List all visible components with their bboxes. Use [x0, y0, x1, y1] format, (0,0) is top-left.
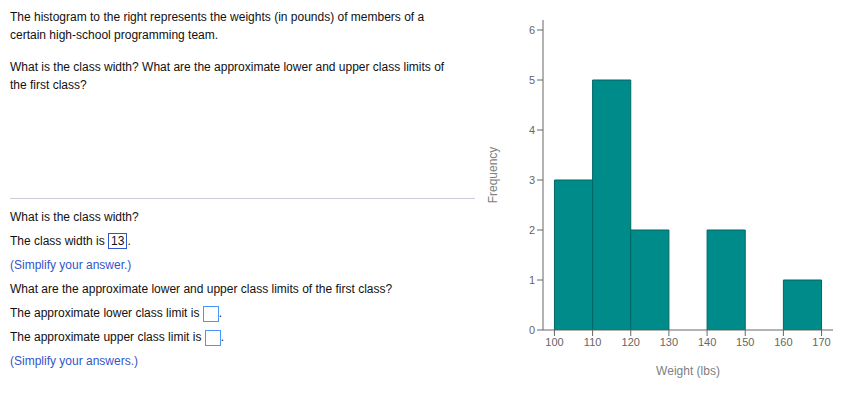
svg-text:1: 1 — [529, 274, 535, 286]
svg-text:140: 140 — [698, 336, 716, 348]
svg-text:Frequency: Frequency — [486, 147, 500, 204]
svg-text:3: 3 — [529, 174, 535, 186]
html-text:The approximate lower class li: The approximate lower class limit is — [10, 306, 203, 320]
svg-text:150: 150 — [736, 336, 754, 348]
svg-text:2: 2 — [529, 224, 535, 236]
svg-text:170: 170 — [812, 336, 830, 348]
svg-text:5: 5 — [529, 74, 535, 86]
svg-text:160: 160 — [774, 336, 792, 348]
html-text:The approximate upper class li: The approximate upper class limit is — [10, 330, 205, 344]
svg-text:110: 110 — [584, 336, 602, 348]
svg-text:6: 6 — [529, 24, 535, 36]
html-text:(Simplify your answers.): (Simplify your answers.) — [10, 354, 138, 368]
html-text:The histogram to the right rep: The histogram to the right represents th… — [10, 10, 425, 42]
html-text:What are the approximate lower: What are the approximate lower and upper… — [10, 282, 393, 296]
svg-text:100: 100 — [545, 336, 563, 348]
svg-text:Weight (lbs): Weight (lbs) — [656, 364, 720, 378]
html-text:What is the class width?: What is the class width? — [10, 210, 139, 224]
html-text:The class width is 13 .: The class width is 13 . — [10, 234, 131, 248]
svg-text:4: 4 — [529, 124, 535, 136]
html-text:(Simplify your answer.): (Simplify your answer.) — [10, 258, 132, 272]
svg-text:130: 130 — [660, 336, 678, 348]
html-text:What is the class width? What: What is the class width? What are the ap… — [10, 60, 445, 92]
svg-text:120: 120 — [622, 336, 640, 348]
svg-text:0: 0 — [529, 324, 535, 336]
